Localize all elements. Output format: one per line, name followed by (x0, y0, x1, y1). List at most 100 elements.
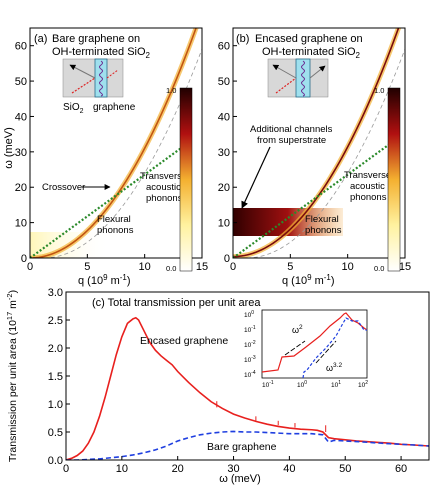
c-xtick-label: 10 (116, 463, 128, 475)
b-xtick-label: 5 (287, 261, 293, 273)
panel-b-title-line2: OH-terminated SiO2 (262, 46, 361, 60)
panel-a-frame (29, 27, 203, 259)
panel-a-colorbar (179, 87, 193, 272)
c-xtick-label: 50 (339, 463, 351, 475)
panel-b: 0 5 10 15 0 10 20 30 40 50 60 (b) Encased graphen… (218, 27, 411, 287)
panel-a-label: (a) (34, 33, 47, 45)
panel-c-series-label-bare: Bare graphene (207, 441, 277, 453)
panel-c-inset-label-w2: ω2 (292, 324, 303, 335)
panel-c-inset-xtick-0: 10-1 (262, 380, 274, 389)
b-xtick-label: 0 (230, 261, 236, 273)
panel-a-xticks: 0 5 10 15 (27, 254, 208, 273)
panel-b-flexural-curve (246, 47, 405, 258)
panel-a: 0 5 10 15 0 10 20 30 40 50 60 (a) Bare graphene o… (3, 27, 208, 287)
panel-a-ylabel: ω (meV) (3, 127, 15, 169)
panel-c-inset: ω2 ω3.2 100 10-1 10-2 10-3 10-4 10-1 100… (244, 309, 368, 389)
c-ytick-label: 2.0 (48, 343, 63, 355)
panel-a-transverse-acoustic-line (30, 140, 192, 258)
panel-c-inset-encased-curve (261, 312, 368, 373)
panel-c-inset-ytick-1: 10-1 (244, 325, 256, 334)
c-ytick-label: 2.5 (48, 315, 63, 327)
panel-b-colorbar-max: 1.0 (374, 86, 384, 95)
panel-c-inset-label-w32: ω3.2 (326, 362, 342, 373)
panel-b-colorbar (387, 87, 401, 272)
a-ytick-label: 30 (15, 147, 27, 159)
panel-b-channels-label-1: Additional channels (250, 124, 333, 135)
b-ytick-label: 10 (218, 218, 230, 230)
panel-b-tap-label-3: phonons (350, 192, 387, 203)
b-ytick-label: 30 (218, 147, 230, 159)
panel-a-crossover-label: Crossover (42, 182, 85, 193)
a-xtick-label: 5 (84, 261, 90, 273)
panel-a-xlabel: q (109 m-1) (78, 273, 131, 287)
b-ytick-label: 20 (218, 182, 230, 194)
b-xtick-label: 10 (342, 261, 354, 273)
panel-c-inset-bare-curve (302, 317, 367, 379)
a-ytick-label: 0 (21, 253, 27, 265)
a-ytick-label: 10 (15, 218, 27, 230)
c-xtick-label: 30 (227, 463, 239, 475)
panel-c-xlabel: ω (meV) (219, 473, 261, 485)
panel-b-title: Encased graphene on (255, 33, 363, 45)
c-xtick-label: 20 (172, 463, 184, 475)
panel-b-xticks: 0 5 10 15 (230, 254, 411, 273)
panel-a-inset-layer-label: graphene (93, 102, 136, 113)
panel-a-tap-label-1: Transverse (140, 171, 187, 182)
panel-c-inset-ytick-2: 10-2 (244, 340, 256, 349)
panel-b-tap-label-1: Transverse (344, 170, 391, 181)
c-ytick-label: 0.0 (48, 455, 63, 467)
b-ytick-label: 0 (224, 253, 230, 265)
panel-c-inset-xtick-2: 101 (331, 380, 341, 389)
panel-c-ylabel: Transmission per unit area (1017 m-2) (5, 290, 19, 462)
panel-c-inset-ytick-3: 10-3 (244, 355, 256, 364)
b-ytick-label: 40 (218, 111, 230, 123)
panel-a-tap-label-2: acoustic (146, 182, 181, 193)
c-ytick-label: 0.5 (48, 427, 63, 439)
panel-b-tap-label-2: acoustic (350, 181, 385, 192)
panel-b-transverse-acoustic-line (233, 140, 395, 258)
panel-b-inset-diagram (267, 58, 329, 98)
a-xtick-label: 0 (27, 261, 33, 273)
b-ytick-label: 60 (218, 41, 230, 53)
a-xtick-label: 10 (139, 261, 151, 273)
panel-a-flexural-curve (43, 47, 202, 258)
c-ytick-label: 1.5 (48, 371, 63, 383)
panel-c-title: (c) Total transmission per unit area (92, 297, 261, 309)
a-xtick-label: 15 (196, 261, 208, 273)
panel-a-flex-label-2: phonons (97, 225, 134, 236)
panel-b-label: (b) (236, 33, 249, 45)
panel-a-colorbar-min: 0.0 (166, 264, 176, 273)
panel-a-title: Bare graphene on (52, 33, 140, 45)
c-ytick-label: 3.0 (48, 287, 63, 299)
panel-b-channels-arrow (241, 146, 271, 209)
panel-c-inset-ytick-4: 10-4 (244, 370, 256, 379)
c-xtick-label: 40 (283, 463, 295, 475)
panel-b-frame (232, 27, 406, 259)
b-ytick-label: 50 (218, 76, 230, 88)
panel-c-series (66, 316, 429, 460)
c-xtick-label: 0 (63, 463, 69, 475)
a-ytick-label: 50 (15, 76, 27, 88)
a-ytick-label: 60 (15, 41, 27, 53)
panel-c-xticks: 0 10 20 30 40 50 60 (63, 456, 407, 475)
panel-b-flex-label-1: Flexural (305, 214, 339, 225)
panel-b-flex-label-2: phonons (305, 225, 342, 236)
panel-c-inset-slope-w2 (284, 340, 306, 356)
panel-c-yticks: 0.0 0.5 1.0 1.5 2.0 2.5 3.0 (48, 287, 70, 467)
panel-a-colorbar-max: 1.0 (166, 86, 176, 95)
c-xtick-label: 60 (395, 463, 407, 475)
panel-a-inset-substrate-label: SiO2 (63, 102, 84, 115)
panel-a-title-line2: OH-terminated SiO2 (52, 46, 151, 60)
panel-a-tap-label-3: phonons (146, 193, 183, 204)
panel-a-yticks: 0 10 20 30 40 50 60 (15, 41, 34, 265)
panel-a-inset-diagram (62, 58, 124, 98)
panel-c-inset-ytick-0: 100 (244, 310, 254, 319)
panel-c: 0 10 20 30 40 50 60 0.0 0.5 1.0 1.5 2.0 2.5 3.0 (c) … (5, 287, 430, 485)
panel-a-flex-label-1: Flexural (97, 214, 131, 225)
panel-b-channels-label-2: from superstrate (257, 135, 326, 146)
panel-b-xlabel: q (109 m-1) (282, 273, 335, 287)
panel-c-series-label-encased: Encased graphene (140, 335, 228, 347)
series-line-bare (66, 430, 429, 460)
panel-c-inset-xtick-1: 100 (297, 380, 307, 389)
